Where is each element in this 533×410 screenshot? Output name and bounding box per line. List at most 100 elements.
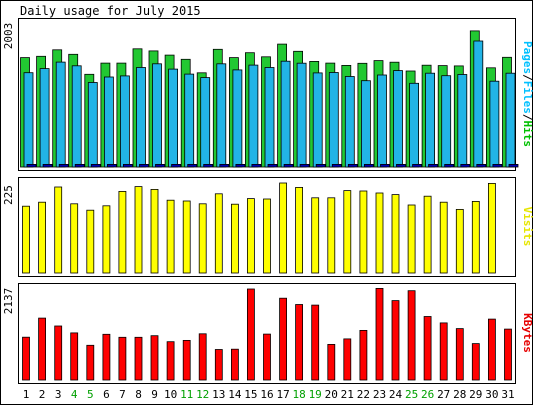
bar-hits-files-1 (23, 72, 34, 168)
bar-hits-files-7 (120, 75, 130, 168)
bar-hits-files-23 (377, 74, 387, 168)
x-tick-label-15: 15 (244, 388, 257, 401)
bar-kbytes-kbytes-27 (439, 322, 448, 381)
ylabel-part-hits: Files (521, 81, 533, 114)
ymax-label-hits: 2003 (2, 23, 15, 50)
bar-hits-pages-26 (428, 163, 439, 168)
bar-visits-visits-28 (455, 208, 464, 274)
ylabel-visits: Visits (521, 207, 533, 247)
bar-hits-pages-19 (315, 163, 326, 168)
bar-visits-visits-21 (343, 190, 352, 274)
bar-kbytes-kbytes-15 (246, 288, 255, 381)
bar-hits-pages-27 (444, 163, 455, 168)
x-tick-label-5: 5 (87, 388, 94, 401)
ylabel-hits: Pages/Files/Hits (521, 41, 533, 147)
bar-visits-visits-26 (423, 195, 432, 274)
bar-kbytes-kbytes-5 (86, 344, 95, 381)
x-tick-label-6: 6 (103, 388, 110, 401)
bar-kbytes-kbytes-20 (327, 343, 336, 381)
bar-visits-visits-10 (166, 199, 175, 274)
bar-hits-files-30 (489, 80, 500, 168)
bar-kbytes-kbytes-21 (343, 338, 352, 381)
bar-visits-visits-17 (279, 182, 288, 274)
x-tick-label-26: 26 (421, 388, 434, 401)
bar-kbytes-kbytes-14 (230, 348, 239, 381)
bar-hits-pages-16 (267, 163, 278, 168)
bar-hits-files-9 (152, 63, 162, 168)
bar-hits-files-28 (457, 74, 468, 168)
ylabel-part-hits: / (521, 114, 533, 121)
bar-kbytes-kbytes-12 (198, 333, 207, 381)
bar-hits-pages-7 (123, 163, 133, 168)
ymax-label-visits: 225 (2, 185, 15, 205)
bar-hits-files-5 (87, 82, 98, 168)
bar-hits-pages-20 (331, 163, 342, 168)
bar-kbytes-kbytes-26 (423, 316, 432, 381)
x-tick-label-23: 23 (373, 388, 386, 401)
bar-kbytes-kbytes-23 (375, 287, 384, 381)
bar-hits-files-16 (264, 67, 275, 168)
bar-visits-visits-11 (182, 200, 191, 274)
bar-hits-pages-17 (283, 163, 294, 168)
bar-hits-files-6 (104, 76, 114, 168)
ylabel-part-hits: / (521, 74, 533, 81)
x-tick-label-18: 18 (292, 388, 305, 401)
x-tick-label-19: 19 (309, 388, 322, 401)
x-tick-label-8: 8 (135, 388, 142, 401)
bar-hits-files-4 (71, 65, 82, 168)
bar-kbytes-kbytes-11 (182, 339, 191, 381)
bar-visits-visits-4 (70, 203, 79, 274)
x-tick-label-20: 20 (325, 388, 338, 401)
bar-hits-files-10 (168, 68, 179, 168)
bar-visits-visits-25 (407, 204, 416, 274)
x-tick-label-16: 16 (260, 388, 273, 401)
bar-visits-visits-9 (150, 188, 159, 274)
bar-visits-visits-23 (375, 192, 384, 274)
panel-frame-kbytes (18, 283, 516, 384)
bar-hits-pages-1 (26, 163, 37, 168)
bar-visits-visits-20 (327, 197, 336, 274)
bar-visits-visits-3 (54, 186, 63, 274)
ylabel-part-hits: Hits (521, 121, 533, 148)
bar-hits-pages-22 (363, 163, 374, 168)
bar-kbytes-kbytes-22 (359, 329, 368, 381)
panel-frame-visits (18, 177, 516, 277)
x-tick-label-28: 28 (453, 388, 466, 401)
bar-hits-pages-2 (42, 163, 53, 168)
x-tick-label-30: 30 (485, 388, 498, 401)
bar-hits-pages-13 (219, 163, 230, 168)
bar-kbytes-kbytes-25 (407, 290, 416, 381)
bar-kbytes-kbytes-19 (311, 304, 320, 381)
bar-visits-visits-2 (38, 201, 46, 274)
bar-hits-pages-5 (90, 163, 101, 168)
x-tick-label-1: 1 (23, 388, 30, 401)
ylabel-kbytes: KBytes (521, 313, 533, 353)
x-tick-label-11: 11 (180, 388, 193, 401)
bar-hits-pages-6 (107, 163, 117, 168)
x-tick-label-7: 7 (119, 388, 126, 401)
bar-hits-pages-30 (492, 163, 503, 168)
bar-kbytes-kbytes-28 (455, 328, 464, 381)
bar-hits-files-17 (280, 60, 291, 168)
ylabel-part-hits: Pages (521, 41, 533, 74)
bar-hits-files-8 (136, 67, 146, 168)
bar-hits-files-15 (248, 64, 259, 168)
x-tick-label-27: 27 (437, 388, 450, 401)
bar-visits-visits-16 (263, 198, 271, 274)
bar-kbytes-kbytes-10 (166, 341, 175, 381)
bar-kbytes-kbytes-16 (263, 333, 271, 381)
bar-hits-pages-23 (380, 163, 390, 168)
bar-hits-pages-24 (396, 163, 406, 168)
bar-hits-pages-10 (171, 163, 182, 168)
bar-hits-pages-25 (412, 163, 423, 168)
x-tick-label-9: 9 (151, 388, 158, 401)
bar-kbytes-kbytes-13 (214, 349, 223, 381)
bar-hits-files-29 (473, 40, 484, 168)
x-tick-label-21: 21 (341, 388, 354, 401)
bar-hits-pages-9 (155, 163, 165, 168)
bar-visits-visits-29 (471, 200, 480, 274)
bar-hits-files-31 (505, 72, 516, 168)
bar-kbytes-kbytes-4 (70, 332, 79, 381)
